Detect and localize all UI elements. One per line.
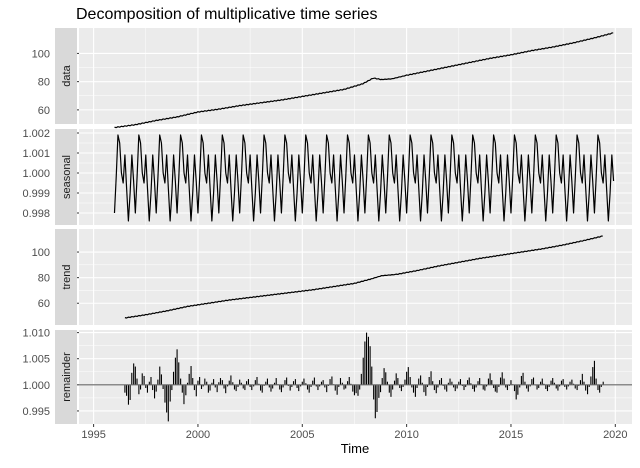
x-tick-label-2005: 2005 [290, 429, 314, 441]
y-tick-label-remainder: 1.005 [22, 354, 50, 366]
y-tick-label-seasonal: 1.000 [22, 168, 50, 180]
x-axis-title: Time [341, 441, 369, 456]
chart-title: Decomposition of multiplicative time ser… [76, 6, 377, 23]
y-tick-label-data: 80 [38, 77, 50, 89]
strip-label-seasonal: seasonal [61, 155, 73, 199]
strip-label-trend: trend [61, 264, 73, 289]
x-tick-label-2000: 2000 [186, 429, 210, 441]
panel-background [79, 28, 632, 124]
y-tick-label-trend: 100 [32, 247, 50, 259]
y-tick-label-remainder: 1.000 [22, 380, 50, 392]
y-tick-label-data: 100 [32, 48, 50, 60]
panel-remainder: 0.995 1.000 1.005 1.010 remainder [22, 328, 632, 424]
y-tick-label-data: 60 [38, 105, 50, 117]
x-tick-label-2020: 2020 [603, 429, 627, 441]
strip-label-remainder: remainder [61, 352, 73, 402]
x-tick-label-2010: 2010 [394, 429, 418, 441]
panel-seasonal: 0.998 0.999 1.000 1.001 1.002 seasonal [22, 128, 632, 225]
y-tick-label-seasonal: 1.001 [22, 148, 50, 160]
panel-data: 60 80 100 data [32, 28, 632, 129]
series-line-seasonal [113, 134, 615, 222]
series-line-data [114, 32, 614, 129]
y-tick-label-seasonal: 0.999 [22, 188, 50, 200]
series-line-trend [124, 235, 603, 319]
strip-seasonal [55, 129, 77, 225]
strip-trend [55, 229, 77, 325]
y-tick-label-trend: 80 [38, 273, 50, 285]
strip-label-data: data [61, 64, 73, 86]
x-tick-label-1995: 1995 [81, 429, 105, 441]
y-tick-label-remainder: 1.010 [22, 328, 50, 340]
y-tick-label-remainder: 0.995 [22, 406, 50, 418]
panel-trend: 60 80 100 trend [32, 229, 632, 325]
y-tick-label-trend: 60 [38, 298, 50, 310]
y-tick-label-seasonal: 0.998 [22, 208, 50, 220]
strip-remainder [55, 330, 77, 424]
strip-data [55, 28, 77, 124]
y-tick-label-seasonal: 1.002 [22, 128, 50, 140]
x-tick-label-2015: 2015 [499, 429, 523, 441]
panel-background [79, 229, 632, 325]
